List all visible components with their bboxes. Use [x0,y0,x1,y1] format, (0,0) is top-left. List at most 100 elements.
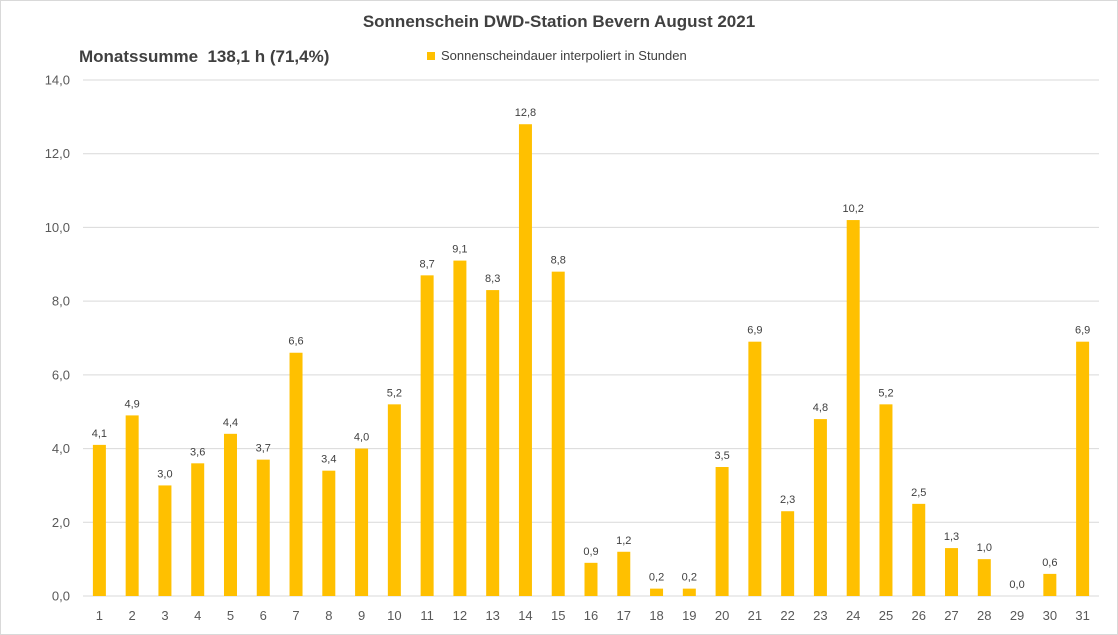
bar [125,415,139,596]
data-label: 10,2 [842,203,863,215]
x-tick-label: 19 [682,608,696,623]
x-tick-label: 27 [944,608,958,623]
data-label: 4,1 [92,428,107,440]
data-label: 9,1 [452,244,467,256]
x-tick-label: 23 [813,608,827,623]
x-tick-label: 1 [96,608,103,623]
legend: Sonnenscheindauer interpoliert in Stunde… [427,48,687,63]
x-tick-label: 13 [485,608,499,623]
bar [453,260,467,596]
x-tick-label: 24 [846,608,860,623]
data-label: 0,2 [649,572,664,584]
bar [846,220,860,597]
x-tick-label: 21 [748,608,762,623]
bar [158,485,172,596]
x-tick-label: 26 [912,608,926,623]
x-tick-label: 3 [161,608,168,623]
data-label: 5,2 [387,387,402,399]
x-tick-label: 18 [649,608,663,623]
data-label: 3,0 [157,468,172,480]
data-label: 8,3 [485,273,500,285]
data-label: 0,0 [1009,579,1024,591]
bar [518,124,532,596]
bar [781,511,795,596]
x-tick-label: 5 [227,608,234,623]
bar [945,548,959,596]
x-tick-label: 15 [551,608,565,623]
bar [223,433,237,596]
x-tick-label: 28 [977,608,991,623]
x-tick-label: 20 [715,608,729,623]
data-label: 4,9 [125,398,140,410]
x-tick-label: 9 [358,608,365,623]
y-tick-label: 8,0 [52,294,70,309]
bar [355,448,369,596]
bar [617,551,631,596]
data-label: 5,2 [878,387,893,399]
y-tick-label: 14,0 [45,73,70,88]
x-tick-label: 31 [1075,608,1089,623]
bar [322,470,336,596]
bar [912,503,926,596]
data-label: 0,9 [583,546,598,558]
bar [650,588,664,596]
x-tick-label: 10 [387,608,401,623]
bar [813,419,827,596]
x-tick-label: 17 [617,608,631,623]
bar [551,271,565,596]
bar [387,404,401,596]
data-label: 6,9 [1075,325,1090,337]
data-label: 6,6 [288,336,303,348]
data-label: 8,7 [419,258,434,270]
data-label: 0,2 [682,572,697,584]
data-label: 3,4 [321,454,336,466]
data-label: 4,0 [354,432,369,444]
x-tick-label: 8 [325,608,332,623]
bar [1076,341,1090,596]
legend-swatch [427,51,435,60]
bar [1043,573,1057,596]
y-tick-label: 12,0 [45,146,70,161]
bar [584,562,598,596]
data-label: 4,4 [223,417,238,429]
data-label: 0,6 [1042,557,1057,569]
bar [191,463,205,596]
data-label: 1,0 [977,542,992,554]
data-label: 1,2 [616,535,631,547]
bar [879,404,893,596]
x-tick-label: 2 [129,608,136,623]
legend-label: Sonnenscheindauer interpoliert in Stunde… [441,48,687,63]
data-label: 12,8 [515,107,536,119]
data-label: 6,9 [747,325,762,337]
x-tick-label: 12 [453,608,467,623]
x-tick-label: 14 [518,608,532,623]
x-tick-label: 4 [194,608,201,623]
data-label: 2,3 [780,494,795,506]
data-label: 3,6 [190,446,205,458]
x-tick-label: 11 [420,608,434,623]
x-tick-label: 25 [879,608,893,623]
bar [420,275,434,596]
data-label: 3,7 [256,443,271,455]
bar [92,444,106,596]
data-label: 4,8 [813,402,828,414]
y-tick-label: 0,0 [52,589,70,604]
x-tick-label: 30 [1043,608,1057,623]
data-label: 1,3 [944,531,959,543]
chart-title: Sonnenschein DWD-Station Bevern August 2… [362,12,756,31]
bar [256,459,270,596]
x-tick-label: 7 [292,608,299,623]
y-tick-label: 10,0 [45,220,70,235]
x-tick-label: 6 [260,608,267,623]
x-tick-label: 16 [584,608,598,623]
y-tick-label: 4,0 [52,441,70,456]
y-tick-label: 6,0 [52,367,70,382]
x-tick-label: 22 [780,608,794,623]
bar [486,290,500,596]
bar [289,352,303,596]
data-label: 3,5 [714,450,729,462]
bar [715,467,729,596]
y-tick-label: 2,0 [52,515,70,530]
x-tick-label: 29 [1010,608,1024,623]
